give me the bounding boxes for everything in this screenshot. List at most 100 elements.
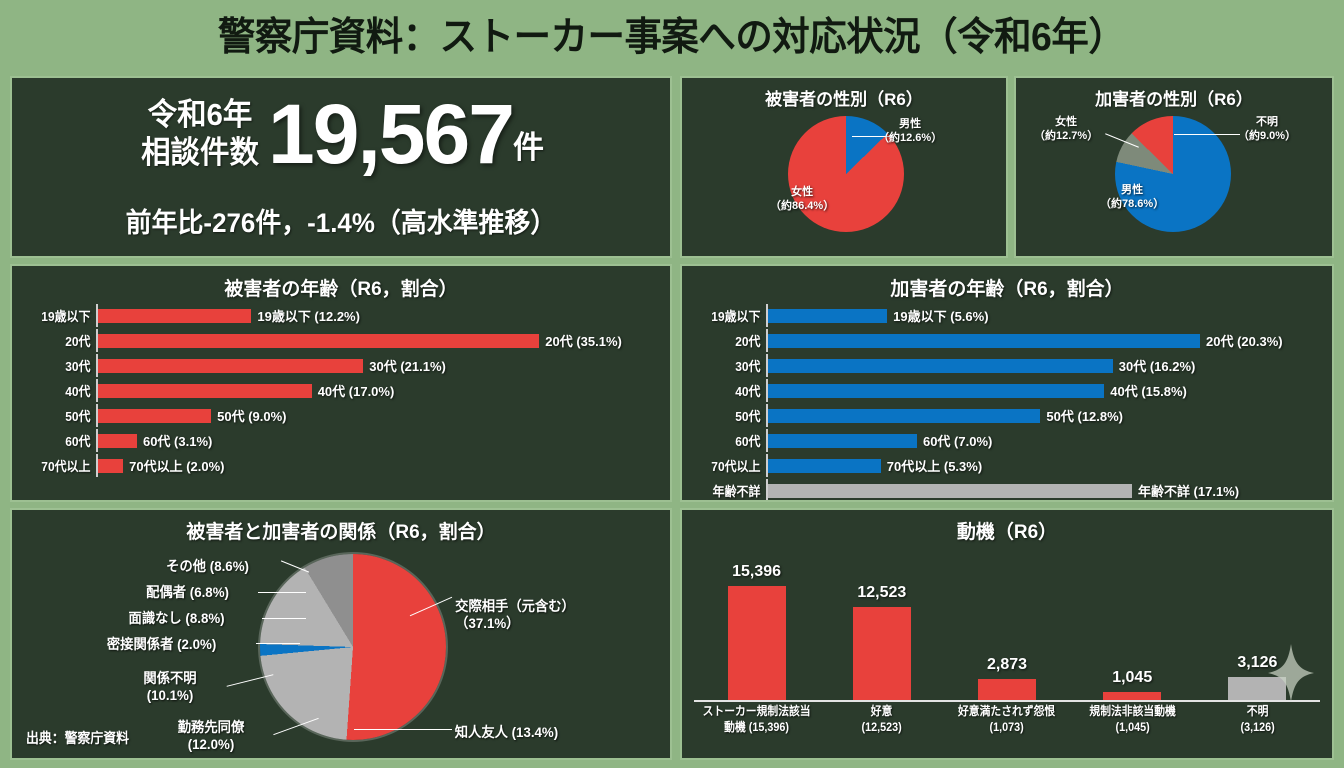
bar-category-label: 70代以上 — [41, 459, 91, 474]
bar-value-label: 30代 (21.1%) — [369, 359, 446, 374]
leader-line-friend — [354, 729, 452, 730]
bar-fill — [768, 408, 1041, 423]
bar-track: 19歳以下 (5.6%) — [766, 304, 1332, 327]
motive-panel: 動機（R6） 15,396 12,523 2,873 1,045 3,126 ストーカー… — [680, 508, 1334, 760]
bar-category-label: 19歳以下 — [41, 309, 91, 324]
bar-category-label: 40代 — [735, 384, 761, 399]
bar-fill — [768, 333, 1201, 348]
bar-row: 60代 60代 (7.0%) — [682, 429, 1332, 452]
bar-category-label: 40代 — [65, 384, 91, 399]
column-value-label: 15,396 — [732, 562, 782, 580]
bar-fill — [768, 358, 1113, 373]
column-item: 3,126 — [1195, 548, 1320, 700]
bar-row: 60代 60代 (3.1%) — [12, 429, 670, 452]
bar-row: 70代以上 70代以上 (2.0%) — [12, 454, 670, 477]
bar-fill — [768, 383, 1105, 398]
relation-workplace-name: 勤務先同僚 — [177, 719, 245, 735]
bar-track: 60代 (7.0%) — [766, 429, 1332, 452]
relation-partner-pct: （37.1%） — [455, 614, 520, 631]
bar-fill — [98, 458, 124, 473]
bar-fill — [98, 383, 312, 398]
sparkle-watermark-icon — [1268, 644, 1314, 702]
bar-value-label: 70代以上 (5.3%) — [886, 459, 983, 474]
bar-row: 50代 50代 (9.0%) — [12, 404, 670, 427]
bar-category-label: 30代 — [735, 359, 761, 374]
offender-gender-title: 加害者の性別（R6） — [1095, 90, 1253, 109]
relation-panel: 被害者と加害者の関係（R6，割合） その他 (8.6%) 配偶者 (6.8%) … — [10, 508, 672, 760]
bar-category-label: 20代 — [735, 334, 761, 349]
column-item: 1,045 — [1070, 548, 1195, 700]
page-title: 警察庁資料：ストーカー事案への対応状況（令和6年） — [218, 16, 1126, 59]
bar-category-label: 20代 — [65, 334, 91, 349]
relation-partner-name: 交際相手（元含む） — [455, 598, 575, 614]
bar-value-label: 60代 (3.1%) — [142, 434, 213, 449]
bar-category-label: 60代 — [65, 434, 91, 449]
offender-unknown-pct: （約9.0%） — [1238, 129, 1297, 142]
bar-category-label: 50代 — [65, 409, 91, 424]
bar-value-label: 30代 (16.2%) — [1118, 359, 1196, 374]
column-bar — [1103, 692, 1162, 700]
leader-line-victim-male — [852, 136, 892, 137]
column-bar — [1228, 676, 1287, 700]
bar-row: 20代 20代 (20.3%) — [682, 329, 1332, 352]
kpi-value: 19,567 — [268, 87, 515, 181]
column-axis-label-line1: 規制法非該当動機 — [1089, 704, 1176, 718]
bar-track: 70代以上 (2.0%) — [96, 454, 670, 477]
bar-value-label: 50代 (12.8%) — [1046, 409, 1124, 424]
relation-label-friend: 知人友人 (13.4%) — [454, 724, 559, 740]
victim-pie-label-male: 男性 （約12.6%） — [878, 118, 942, 146]
column-axis-label-line1: ストーカー規制法該当 — [702, 704, 811, 718]
offender-female-name: 女性 — [1055, 116, 1078, 128]
bar-fill — [768, 458, 881, 473]
bar-track: 70代以上 (5.3%) — [766, 454, 1332, 477]
bar-row: 40代 40代 (15.8%) — [682, 379, 1332, 402]
bar-category-label: 70代以上 — [711, 459, 761, 474]
column-value-label: 1,045 — [1112, 669, 1153, 687]
bar-row: 19歳以下 19歳以下 (12.2%) — [12, 304, 670, 327]
relation-label-spouse: 配偶者 (6.8%) — [146, 584, 229, 600]
motive-bar-chart: 15,396 12,523 2,873 1,045 3,126 ストーカー規制法該当 動機… — [694, 548, 1320, 750]
bar-track: 50代 (12.8%) — [766, 404, 1332, 427]
column-item: 2,873 — [944, 548, 1069, 700]
bar-value-label: 年齢不詳 (17.1%) — [1137, 484, 1240, 499]
column-axis-label: 好意 (12,523) — [825, 704, 938, 735]
column-axis-label-line2: (1,045) — [1115, 719, 1150, 734]
column-axis-label-line2: 動機 (15,396) — [724, 719, 790, 734]
bar-row: 30代 30代 (16.2%) — [682, 354, 1332, 377]
relation-label-workplace: 勤務先同僚 (12.0%) — [178, 719, 245, 753]
victim-pie-label-female: 女性 （約86.4%） — [770, 186, 834, 214]
relation-title: 被害者と加害者の関係（R6，割合） — [186, 522, 496, 543]
offender-male-name: 男性 — [1121, 184, 1144, 196]
bar-track: 19歳以下 (12.2%) — [96, 304, 670, 327]
relation-label-other: その他 (8.6%) — [166, 558, 249, 574]
bar-track: 30代 (21.1%) — [96, 354, 670, 377]
bar-track: 40代 (15.8%) — [766, 379, 1332, 402]
bar-value-label: 20代 (35.1%) — [545, 334, 622, 349]
bar-fill — [768, 483, 1132, 498]
bar-row: 30代 30代 (21.1%) — [12, 354, 670, 377]
leader-line-spouse — [258, 592, 306, 593]
leader-line-close-party — [256, 643, 300, 644]
bar-fill — [768, 308, 888, 323]
bar-track: 50代 (9.0%) — [96, 404, 670, 427]
bar-fill — [98, 358, 364, 373]
column-axis-label: 好意満たされず怨恨 (1,073) — [951, 704, 1064, 735]
relation-workplace-pct: (12.0%) — [187, 735, 235, 752]
bar-row: 70代以上 70代以上 (5.3%) — [682, 454, 1332, 477]
bar-category-label: 19歳以下 — [711, 309, 761, 324]
relation-unknown-pct: (10.1%) — [146, 686, 194, 703]
bar-row: 年齢不詳 年齢不詳 (17.1%) — [682, 479, 1332, 500]
bar-category-label: 60代 — [735, 434, 761, 449]
offender-pie-label-female: 女性 （約12.7%） — [1034, 116, 1098, 144]
column-item: 12,523 — [819, 548, 944, 700]
bar-track: 20代 (35.1%) — [96, 329, 670, 352]
motive-title: 動機（R6） — [956, 522, 1058, 543]
kpi-label-line1: 令和6年 — [147, 97, 253, 133]
offender-gender-panel: 加害者の性別（R6） 男性 （約78.6%） 女性 （約12.7%） 不明 （約… — [1014, 76, 1334, 258]
bar-row: 40代 40代 (17.0%) — [12, 379, 670, 402]
bar-fill — [98, 433, 137, 448]
offender-gender-pie-chart — [1115, 116, 1231, 232]
offender-age-title: 加害者の年齢（R6，割合） — [890, 279, 1124, 300]
bar-value-label: 50代 (9.0%) — [217, 409, 287, 424]
